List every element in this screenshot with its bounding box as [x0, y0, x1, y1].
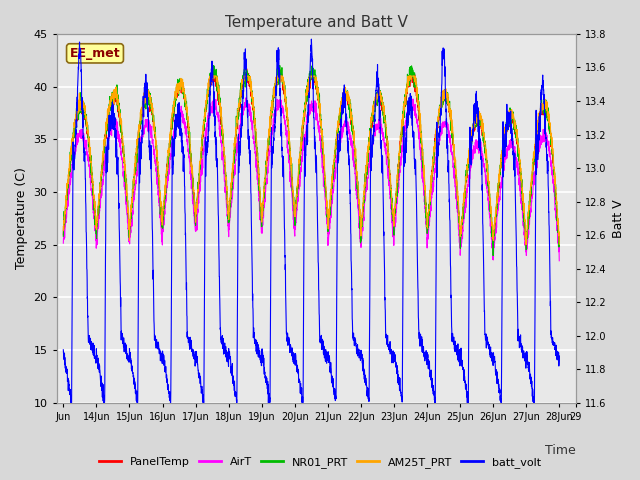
Y-axis label: Temperature (C): Temperature (C) [15, 168, 28, 269]
Text: EE_met: EE_met [70, 47, 120, 60]
Y-axis label: Batt V: Batt V [612, 199, 625, 238]
Text: Time: Time [545, 444, 576, 456]
Legend: PanelTemp, AirT, NR01_PRT, AM25T_PRT, batt_volt: PanelTemp, AirT, NR01_PRT, AM25T_PRT, ba… [94, 452, 546, 472]
Title: Temperature and Batt V: Temperature and Batt V [225, 15, 408, 30]
